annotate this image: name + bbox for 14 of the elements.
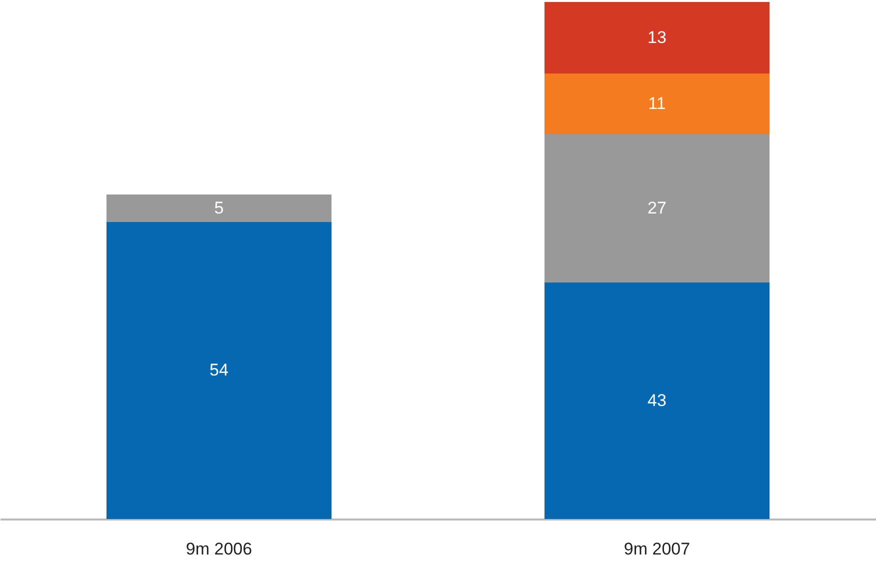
bar: [544, 74, 770, 134]
bar: [106, 222, 332, 519]
x-tick-label: 9m 2007: [624, 540, 690, 558]
x-tick-label: 9m 2006: [186, 540, 252, 558]
bar: [544, 282, 770, 519]
bar: [106, 194, 332, 222]
data-label: 13: [648, 28, 666, 47]
bar: [544, 2, 770, 74]
data-label: 27: [648, 198, 666, 218]
data-label: 43: [648, 390, 666, 410]
bar: [544, 134, 770, 282]
data-label: 11: [648, 94, 666, 113]
data-label: 5: [214, 198, 224, 218]
data-label: 54: [210, 360, 228, 380]
